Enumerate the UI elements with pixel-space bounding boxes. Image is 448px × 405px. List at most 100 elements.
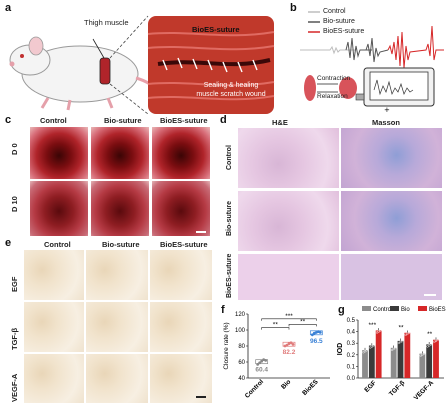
data-point [256, 363, 260, 366]
y-tick-label: 0.3 [347, 341, 356, 347]
legend [308, 11, 320, 33]
significance-label: ** [273, 322, 279, 329]
data-point [397, 341, 400, 345]
col-control: Control [40, 116, 67, 125]
bar [433, 339, 439, 378]
panel-label-a: a [5, 2, 12, 14]
ihc-vegf-bioes [150, 354, 212, 403]
scale-bar-d [424, 294, 436, 296]
photo-bio-d0 [91, 127, 149, 179]
contraction-label: Contraction [317, 75, 351, 82]
scale-bar-e [196, 396, 206, 398]
bar [390, 347, 397, 378]
data-point [379, 329, 382, 332]
data-point [291, 343, 295, 346]
masson-bioes [341, 254, 442, 300]
mean-label: 60.4 [255, 367, 268, 374]
data-point [369, 346, 372, 349]
data-point [428, 344, 431, 347]
col-e-bio: Bio-suture [102, 240, 140, 249]
data-point [362, 351, 365, 354]
y-tick-label: 0.0 [347, 376, 356, 382]
panel-b-illustration: + [300, 11, 444, 114]
he-control [238, 128, 339, 188]
row-tgf: TGF-β [10, 327, 19, 350]
significance-label: *** [369, 322, 377, 329]
scale-bar-c [196, 231, 206, 233]
legend-label: Bio [401, 307, 410, 313]
photo-control-d0 [30, 127, 88, 179]
col-masson: Masson [372, 118, 400, 127]
panel-label-d: d [220, 114, 227, 126]
data-point [285, 343, 289, 347]
photo-bio-d10 [91, 181, 149, 236]
data-point [406, 332, 409, 336]
legend-label: Control [373, 307, 392, 313]
bar [419, 353, 426, 378]
data-point [375, 331, 379, 334]
relaxation-label: Relaxation [317, 93, 348, 100]
ihc-vegf-control [24, 354, 84, 403]
y-tick-label: 60 [238, 360, 245, 366]
rat-icon [9, 36, 199, 112]
significance-label: ** [427, 331, 433, 338]
caption-line1: Sealing & healing [203, 82, 259, 89]
data-point [400, 340, 404, 343]
data-point [421, 353, 424, 356]
data-point [377, 330, 380, 333]
bar [426, 344, 433, 378]
data-point [310, 333, 314, 337]
y-tick-label: 100 [235, 328, 246, 334]
x-tick-label: Control [244, 378, 265, 399]
x-tick-label: EGF [363, 379, 377, 393]
data-point [258, 361, 262, 365]
panel-a-illustration [9, 15, 275, 115]
row-d-bio: Bio-suture [226, 201, 233, 236]
legend-label: BioES [429, 307, 446, 313]
bioes-suture-label: BioES-suture [192, 25, 240, 34]
data-point [318, 331, 322, 334]
x-tick-label: Bio [280, 378, 292, 390]
panel-label-e: e [5, 237, 12, 249]
significance-label: *** [285, 313, 293, 320]
ihc-tgf-bio [86, 302, 148, 352]
y-tick-label: 0.2 [347, 353, 356, 359]
y-tick-label: 40 [238, 376, 245, 382]
masson-bio [341, 191, 442, 251]
mean-label: 96.5 [310, 338, 323, 345]
significance-bracket [261, 327, 290, 330]
col-e-bioes: BioES-suture [160, 240, 208, 249]
row-egf: EGF [10, 276, 19, 292]
row-d10: D 10 [10, 196, 19, 212]
masson-control [341, 128, 442, 188]
row-d0: D 0 [10, 143, 19, 155]
thigh-muscle-label: Thigh muscle [84, 18, 129, 27]
panel-label-g: g [338, 304, 345, 316]
data-point [260, 359, 264, 363]
data-point [365, 349, 368, 352]
y-tick-label: 0.5 [347, 318, 356, 324]
mean-label: 82.2 [283, 349, 296, 356]
y-axis-label: Closure rate (%) [223, 322, 230, 369]
legend-swatch [390, 306, 399, 311]
iod-chart: 0.0 0.1 0.2 0.3 0.4 0.5 IOD Control Bio BioES EGF *… [337, 306, 446, 402]
closure-rate-chart: 40 60 80 100 120 Closure rate (%) Control 60.4 B… [223, 312, 330, 400]
col-e-control: Control [44, 240, 71, 249]
panel-label-f: f [221, 304, 225, 316]
data-point [363, 350, 367, 353]
he-bio [238, 191, 339, 251]
data-point [392, 347, 395, 351]
photo-bioes-d10 [152, 181, 210, 236]
col-he: H&E [272, 118, 288, 127]
significance-label: ** [300, 318, 306, 325]
bar [397, 340, 404, 378]
panel-label-c: c [5, 114, 12, 126]
legend-bioes: BioES-suture [323, 28, 365, 35]
col-bioes-suture: BioES-suture [160, 116, 208, 125]
data-point [436, 338, 439, 342]
row-d-bioes: BioES-suture [226, 253, 233, 298]
x-tick-label: TGF-β [388, 379, 406, 397]
data-point [422, 352, 426, 355]
ihc-vegf-bio [86, 354, 148, 403]
y-tick-label: 120 [235, 312, 246, 318]
